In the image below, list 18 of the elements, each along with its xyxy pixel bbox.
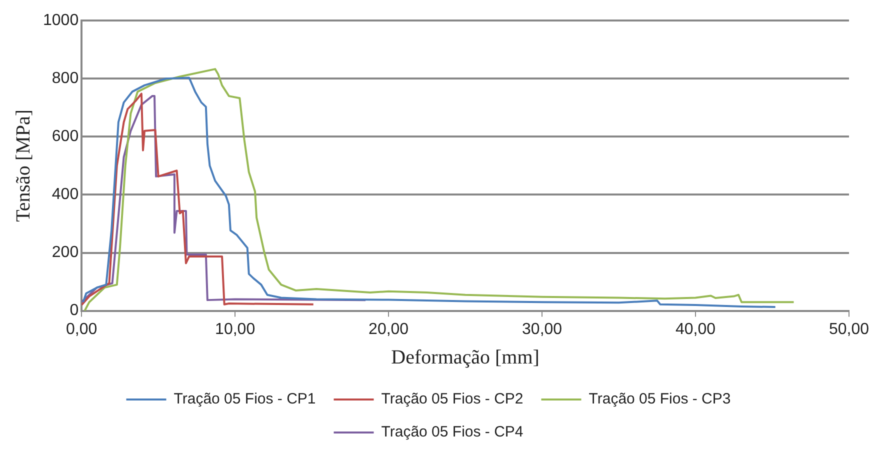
x-axis-title: Deformação [mm] xyxy=(391,346,540,368)
x-tick-label: 30,00 xyxy=(522,320,562,338)
y-axis-title: Tensão [MPa] xyxy=(12,109,34,222)
legend-label: Tração 05 Fios - CP4 xyxy=(381,424,524,441)
y-tick-label: 200 xyxy=(52,244,79,262)
legend-label: Tração 05 Fios - CP3 xyxy=(588,390,731,408)
x-tick-label: 10,00 xyxy=(215,320,256,338)
y-tick-label: 400 xyxy=(52,186,79,204)
x-tick-label: 40,00 xyxy=(675,320,716,338)
x-tick-label: 0,00 xyxy=(66,320,98,338)
y-tick-label: 600 xyxy=(52,128,79,146)
legend-label: Tração 05 Fios - CP1 xyxy=(174,390,316,408)
x-tick-label: 20,00 xyxy=(368,320,409,338)
x-tick-label: 50,00 xyxy=(828,320,870,338)
legend-label: Tração 05 Fios - CP2 xyxy=(381,390,524,408)
y-tick-label: 0 xyxy=(70,302,79,320)
y-tick-label: 1000 xyxy=(43,12,79,30)
y-tick-label: 800 xyxy=(52,70,79,88)
